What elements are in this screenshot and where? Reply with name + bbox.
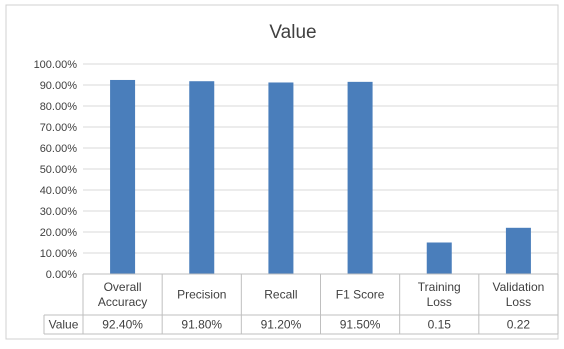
y-tick-label: 80.00% xyxy=(40,101,78,113)
x-tick-label: Validation Loss xyxy=(493,280,545,309)
x-tick-label: Precision xyxy=(177,288,226,302)
bars xyxy=(110,79,531,275)
x-tick-label: Overall Accuracy xyxy=(98,280,147,309)
y-tick-label: 100.00% xyxy=(34,59,78,71)
bar xyxy=(110,79,136,275)
bar xyxy=(426,242,452,274)
gridlines xyxy=(83,63,558,254)
data-label: 91.80% xyxy=(181,318,222,332)
y-tick-label: 70.00% xyxy=(40,122,78,134)
y-tick-label: 60.00% xyxy=(40,143,78,155)
y-tick-label: 90.00% xyxy=(40,80,78,92)
data-label: 91.50% xyxy=(340,318,381,332)
y-tick-label: 10.00% xyxy=(40,248,78,260)
y-axis-tick-labels: 0.00% 10.00% 20.00% 30.00% 40.00% 50.00% 60.00… xyxy=(34,59,78,281)
x-tick-label: Recall xyxy=(264,288,297,302)
y-tick-label: 30.00% xyxy=(40,206,78,218)
y-tick-label: 50.00% xyxy=(40,164,78,176)
y-tick-label: 40.00% xyxy=(40,185,78,197)
bar xyxy=(189,81,215,274)
chart-title: Value xyxy=(269,22,316,43)
y-tick-label: 0.00% xyxy=(46,269,77,281)
y-tick-label: 20.00% xyxy=(40,227,78,239)
data-table: Overall Accuracy Precision Recall F1 Score Tr… xyxy=(43,273,559,335)
legend-series-name: Value xyxy=(49,318,79,332)
x-tick-label: F1 Score xyxy=(336,288,385,302)
data-label: 92.40% xyxy=(102,318,143,332)
data-label: 0.15 xyxy=(428,318,452,332)
bar xyxy=(347,81,373,274)
data-label: 0.22 xyxy=(507,318,531,332)
bar xyxy=(505,227,531,274)
x-tick-label: Training Loss xyxy=(418,280,461,309)
data-label: 91.20% xyxy=(261,318,302,332)
bar xyxy=(268,82,294,274)
